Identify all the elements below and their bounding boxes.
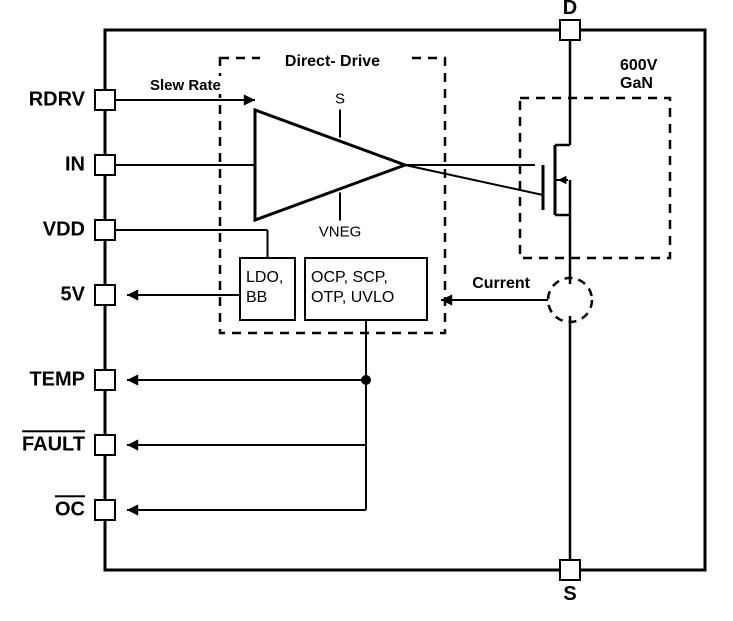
 (405, 165, 543, 195)
ldo-label-2: BB (246, 289, 267, 306)
pin-s-label: S (563, 583, 576, 605)
pin-d-label: D (563, 0, 577, 19)
pin-v5 (95, 285, 115, 305)
pin-fault (95, 435, 115, 455)
current-label: Current (472, 275, 530, 292)
pin-s (560, 560, 580, 580)
pin-in (95, 155, 115, 175)
pin-oc-label: OC (55, 498, 85, 520)
pin-rdrv (95, 90, 115, 110)
amp-vneg-label: VNEG (319, 224, 362, 241)
pin-temp (95, 370, 115, 390)
gan-label-2: GaN (620, 75, 653, 92)
pin-v5-label: 5V (61, 283, 86, 305)
pin-d (560, 20, 580, 40)
pin-fault-label: FAULT (22, 433, 85, 455)
gan-label-1: 600V (620, 57, 658, 74)
pin-oc (95, 500, 115, 520)
slew-rate-label: Slew Rate (150, 77, 221, 94)
main-outline (105, 30, 705, 570)
pin-in-label: IN (65, 153, 85, 175)
current-sense (548, 278, 592, 322)
pin-vdd-label: VDD (43, 218, 85, 240)
direct-drive-label: Direct- Drive (285, 53, 380, 70)
amp-s-label: S (335, 91, 345, 108)
ldo-label-1: LDO, (246, 269, 283, 286)
pin-vdd (95, 220, 115, 240)
pin-temp-label: TEMP (29, 368, 85, 390)
prot-label-1: OCP, SCP, (311, 269, 388, 286)
driver-amplifier (255, 110, 405, 220)
pin-rdrv-label: RDRV (29, 88, 86, 110)
prot-label-2: OTP, UVLO (311, 289, 394, 306)
